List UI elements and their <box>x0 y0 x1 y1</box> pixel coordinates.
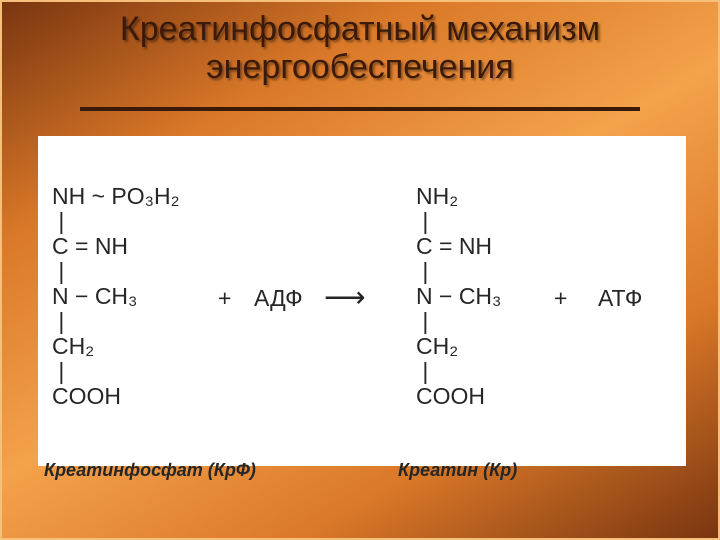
reactant-adp: АДФ <box>254 285 303 312</box>
creatine-phosphate-structure: NH ~ PO₃H₂ |C = NH |N − CH₃ |CH₂ |COOH <box>52 185 180 408</box>
plus-sign-1: + <box>218 285 231 312</box>
struct-line: | <box>416 260 428 283</box>
plus-sign-2: + <box>554 285 567 312</box>
struct-line: | <box>52 310 64 333</box>
struct-line: | <box>416 360 428 383</box>
struct-line: N − CH₃ <box>416 285 501 308</box>
slide: Креатинфосфатный механизм энергообеспече… <box>0 0 720 540</box>
struct-line: | <box>416 310 428 333</box>
creatine-structure: NH₂ |C = NH |N − CH₃ |CH₂ |COOH <box>416 185 501 408</box>
struct-line: N − CH₃ <box>52 285 137 308</box>
label-creatine-phosphate: Креатинфосфат (КрФ) <box>44 460 256 481</box>
reaction-panel: NH ~ PO₃H₂ |C = NH |N − CH₃ |CH₂ |COOH +… <box>38 136 686 466</box>
reaction-arrow: ⟶ <box>324 280 366 315</box>
struct-line: | <box>52 260 64 283</box>
struct-line: | <box>52 360 64 383</box>
label-creatine: Креатин (Кр) <box>398 460 517 481</box>
title-line-2: энергообеспечения <box>2 48 718 86</box>
title-line-1: Креатинфосфатный механизм <box>2 10 718 48</box>
struct-line: C = NH <box>416 235 492 258</box>
product-atp: АТФ <box>598 285 642 312</box>
slide-title: Креатинфосфатный механизм энергообеспече… <box>2 10 718 86</box>
struct-line: NH ~ PO₃H₂ <box>52 185 180 208</box>
reaction-equation: NH ~ PO₃H₂ |C = NH |N − CH₃ |CH₂ |COOH +… <box>38 136 686 466</box>
struct-line: | <box>416 210 428 233</box>
title-underline <box>80 107 640 111</box>
struct-line: CH₂ <box>416 335 458 358</box>
struct-line: | <box>52 210 64 233</box>
struct-line: COOH <box>416 385 485 408</box>
struct-line: C = NH <box>52 235 128 258</box>
struct-line: NH₂ <box>416 185 458 208</box>
struct-line: CH₂ <box>52 335 94 358</box>
struct-line: COOH <box>52 385 121 408</box>
